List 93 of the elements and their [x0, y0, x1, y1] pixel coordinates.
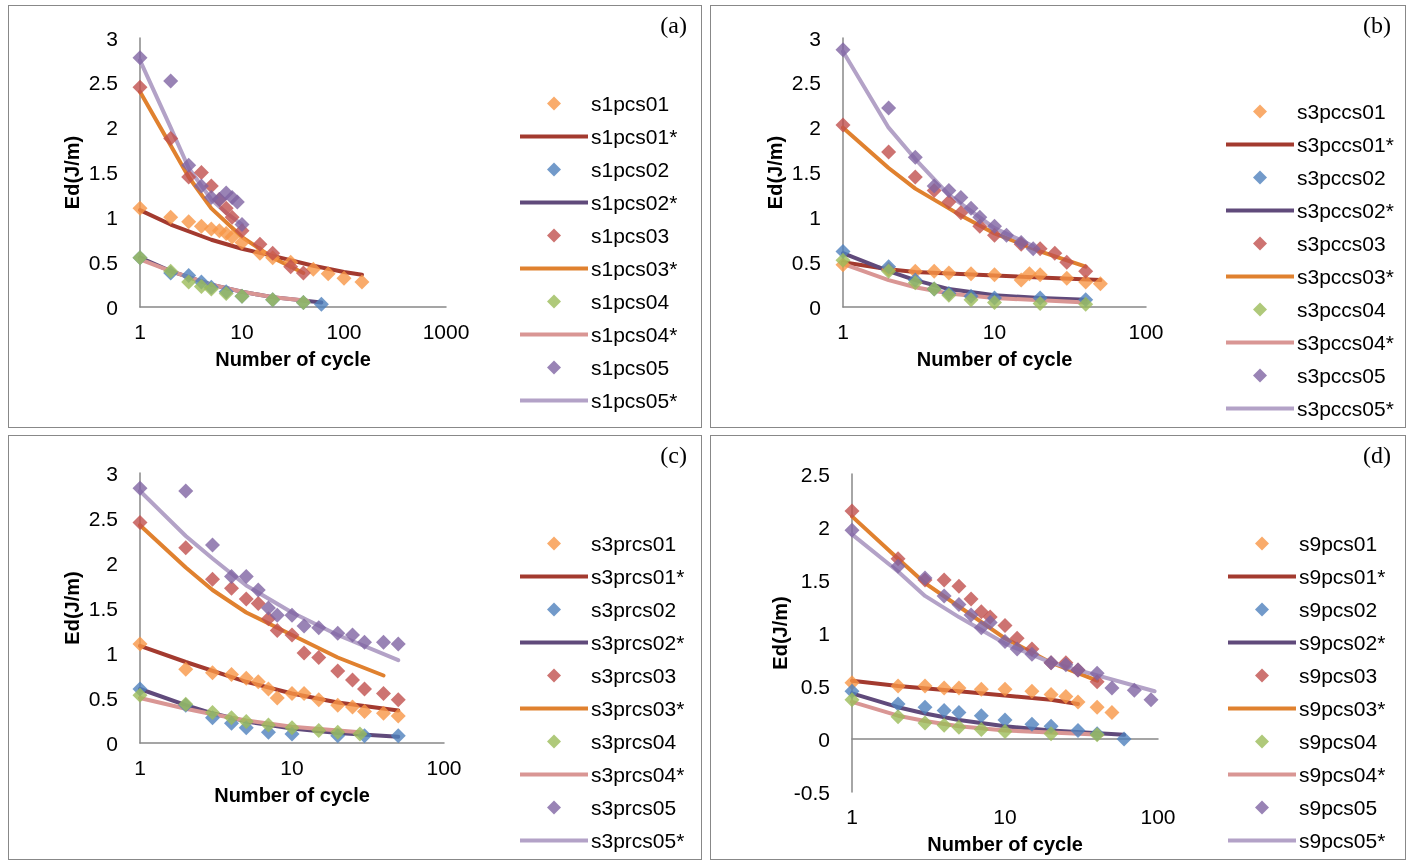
y-tick-label: 2.5 — [791, 71, 821, 95]
y-tick-label: 1.5 — [88, 596, 118, 620]
legend-label: s9pcs02 — [1299, 598, 1378, 621]
y-tick-label: 1 — [809, 205, 821, 229]
legend-label: s3pccs04 — [1297, 298, 1387, 321]
legend-label: s3pccs03* — [1297, 265, 1394, 288]
x-tick-label: 10 — [280, 756, 304, 779]
legend-label: s3pccs02* — [1297, 199, 1394, 222]
legend-label: s3prcs04* — [591, 763, 685, 786]
text: (a) — [660, 12, 687, 39]
y-tick-label: 1 — [106, 205, 118, 229]
legend-label: s3prcs04 — [591, 730, 677, 753]
x-tick-label: 1 — [134, 320, 146, 343]
y-axis-title: Ed(J/m) — [764, 135, 786, 210]
y-tick-label: 0.5 — [88, 686, 118, 710]
legend-label: s1pcs03 — [591, 224, 670, 247]
y-tick-label: 2.5 — [88, 71, 118, 95]
y-tick-label: 2.5 — [800, 462, 830, 486]
y-tick-label: 2 — [106, 116, 118, 140]
text: (c) — [660, 442, 687, 469]
y-tick-label: 2 — [809, 116, 821, 140]
x-tick-label: 10 — [982, 320, 1007, 343]
legend-label: s1pcs03* — [591, 257, 678, 280]
legend-label: s1pcs04* — [591, 323, 678, 346]
y-tick-label: 0.5 — [791, 250, 821, 274]
legend-label: s1pcs02* — [591, 191, 678, 214]
legend-label: s9pcs05* — [1299, 829, 1386, 852]
legend-label: s1pcs05* — [591, 389, 678, 412]
y-axis-title: Ed(J/m) — [61, 135, 83, 210]
legend-label: s3prcs03 — [591, 664, 677, 687]
legend-label: s3pccs03 — [1297, 232, 1386, 255]
y-tick-label: 1.5 — [88, 161, 118, 184]
legend-label: s3prcs05* — [591, 829, 685, 852]
y-tick-label: 3 — [809, 26, 821, 50]
x-tick-label: 100 — [1140, 805, 1176, 828]
x-tick-label: 1 — [846, 805, 858, 828]
legend-label: s3pccs01* — [1297, 133, 1394, 156]
legend-label: s3prcs03* — [591, 697, 685, 720]
legend-label: s3pccs05 — [1297, 364, 1386, 387]
text: (d) — [1363, 442, 1391, 469]
legend-label: s9pcs03 — [1299, 664, 1378, 687]
y-tick-label: 3 — [106, 26, 118, 50]
y-tick-label: 1.5 — [791, 161, 821, 184]
legend-label: s3pccs04* — [1297, 331, 1394, 354]
x-tick-label: 100 — [426, 756, 462, 779]
x-tick-label: 100 — [1128, 320, 1164, 343]
x-tick-label: 10 — [993, 805, 1017, 828]
legend-label: s9pcs01 — [1299, 532, 1378, 555]
y-tick-label: 2.5 — [88, 506, 118, 530]
legend-label: s3prcs02* — [591, 631, 685, 654]
legend-label: s1pcs04 — [591, 290, 670, 313]
y-tick-label: 1 — [106, 641, 118, 665]
legend-label: s9pcs01* — [1299, 565, 1386, 588]
y-tick-label: 0 — [818, 727, 830, 751]
y-axis-title: Ed(J/m) — [768, 596, 791, 670]
y-tick-label: 3 — [106, 461, 118, 485]
x-axis-title: Number of cycle — [215, 348, 371, 370]
legend-label: s9pcs04 — [1299, 730, 1378, 753]
legend-label: s9pcs03* — [1299, 697, 1386, 720]
y-tick-label: 1.5 — [800, 568, 830, 592]
legend-label: s3prcs01 — [591, 532, 677, 555]
legend-label: s1pcs05 — [591, 356, 670, 379]
legend-label: s3pccs01 — [1297, 100, 1386, 123]
legend-label: s9pcs02* — [1299, 631, 1386, 654]
legend-label: s3prcs01* — [591, 565, 685, 588]
y-tick-label: 0 — [106, 295, 118, 319]
legend-label: s3pccs05* — [1297, 397, 1394, 420]
y-tick-label: 2 — [106, 551, 118, 575]
legend-label: s1pcs01* — [591, 125, 678, 148]
x-tick-label: 1000 — [422, 320, 470, 343]
y-tick-label: 1 — [818, 621, 830, 645]
x-tick-label: 10 — [230, 320, 254, 343]
legend-label: s1pcs01 — [591, 92, 670, 115]
x-axis-title: Number of cycle — [927, 833, 1083, 855]
y-tick-label: 0.5 — [88, 250, 118, 274]
x-tick-label: 100 — [326, 320, 362, 343]
y-tick-label: 2 — [818, 515, 830, 539]
legend-label: s3prcs02 — [591, 598, 677, 621]
legend-label: s9pcs04* — [1299, 763, 1386, 786]
y-tick-label: 0 — [809, 295, 821, 319]
x-axis-title: Number of cycle — [214, 784, 370, 806]
x-tick-label: 1 — [134, 756, 146, 779]
y-tick-label: 0 — [106, 731, 118, 755]
text: (b) — [1363, 12, 1391, 39]
y-tick-label: 0.5 — [800, 674, 830, 698]
legend-label: s9pcs05 — [1299, 796, 1378, 819]
x-axis-title: Number of cycle — [916, 348, 1073, 370]
legend-label: s3pccs02 — [1297, 166, 1386, 189]
y-tick-label: -0.5 — [793, 780, 830, 804]
legend-label: s1pcs02 — [591, 158, 670, 181]
y-axis-title: Ed(J/m) — [61, 571, 83, 645]
legend-label: s3prcs05 — [591, 796, 677, 819]
x-tick-label: 1 — [837, 320, 849, 343]
